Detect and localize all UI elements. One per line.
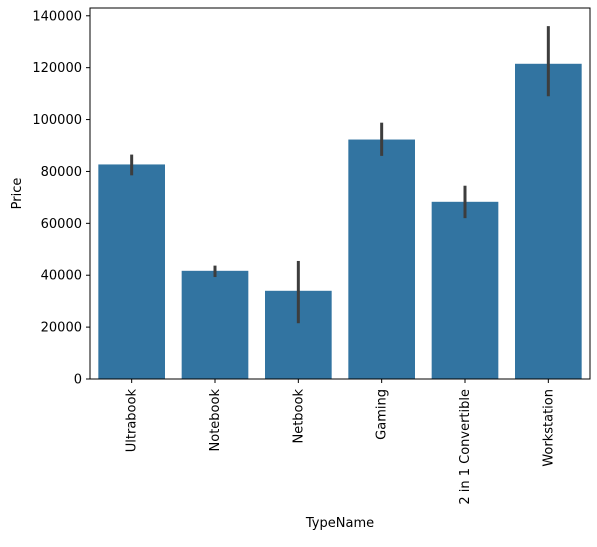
- x-tick-label: Netbook: [291, 389, 306, 444]
- x-tick-label: Workstation: [541, 389, 556, 467]
- y-tick-label: 120000: [32, 61, 82, 76]
- x-axis-label: TypeName: [305, 516, 374, 531]
- y-tick-label: 40000: [41, 269, 82, 284]
- bar: [98, 164, 165, 379]
- x-axis: Ultrabook Notebook Netbook Gaming 2 in 1 Con…: [125, 379, 556, 505]
- bar: [515, 63, 582, 379]
- y-tick-label: 0: [74, 373, 82, 388]
- bars: [98, 63, 582, 379]
- x-tick-label: Notebook: [208, 389, 223, 452]
- x-tick-label: Ultrabook: [125, 389, 140, 453]
- bar: [431, 201, 499, 379]
- bar: [348, 139, 415, 379]
- y-tick-label: 20000: [41, 321, 82, 336]
- y-tick-label: 140000: [32, 9, 82, 24]
- y-axis-label: Price: [10, 178, 25, 210]
- x-tick-label: Gaming: [375, 389, 390, 440]
- y-tick-label: 100000: [32, 113, 82, 128]
- bar: [181, 270, 249, 379]
- plot-frame: [89, 7, 591, 380]
- error-bars: [130, 26, 550, 324]
- y-tick-label: 80000: [41, 165, 82, 180]
- y-tick-label: 60000: [41, 217, 82, 232]
- x-tick-label: 2 in 1 Convertible: [458, 389, 473, 505]
- y-axis: 0 20000 40000 60000 80000 100000 120000 140000: [32, 9, 90, 388]
